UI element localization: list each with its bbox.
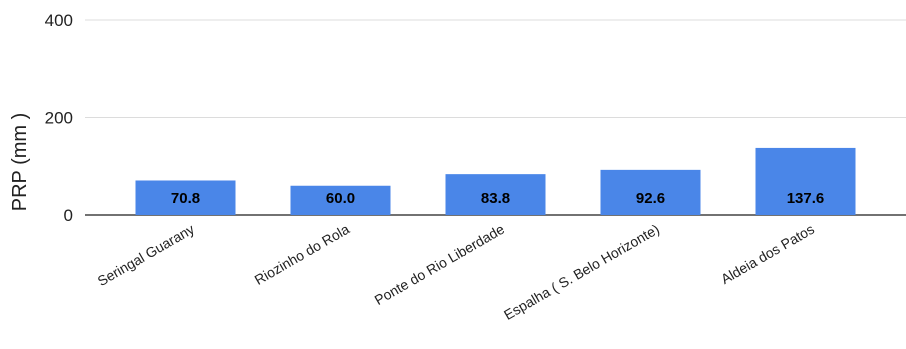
bar-value-label: 83.8 xyxy=(481,190,510,207)
bar-value-label: 60.0 xyxy=(326,190,355,207)
data-labels: 70.8 60.0 83.8 92.6 137.6 xyxy=(171,190,824,207)
bar-value-label: 70.8 xyxy=(171,190,200,207)
y-axis-ticks: 0 200 400 xyxy=(45,11,73,225)
y-axis-label: PRP (mm ) xyxy=(9,113,31,212)
bar xyxy=(600,169,701,215)
bar-value-label: 137.6 xyxy=(787,190,825,207)
y-tick-label: 0 xyxy=(64,206,73,225)
x-tick-label: Seringal Guarany xyxy=(95,221,197,289)
x-tick-label: Ponte do Rio Liberdade xyxy=(372,221,508,309)
y-tick-label: 400 xyxy=(45,11,73,30)
bar-value-label: 92.6 xyxy=(636,190,665,207)
bar xyxy=(445,174,546,215)
bar xyxy=(290,185,391,215)
bar xyxy=(755,147,856,215)
x-tick-label: Aldeia dos Patos xyxy=(718,221,817,287)
x-axis-ticks: Seringal Guarany Riozinho do Rola Ponte do… xyxy=(95,221,817,323)
bar xyxy=(135,180,236,215)
x-tick-label: Riozinho do Rola xyxy=(252,221,353,288)
y-tick-label: 200 xyxy=(45,109,73,128)
x-tick-label: Espalha ( S. Belo Horizonte) xyxy=(501,221,662,323)
bars xyxy=(135,147,856,215)
